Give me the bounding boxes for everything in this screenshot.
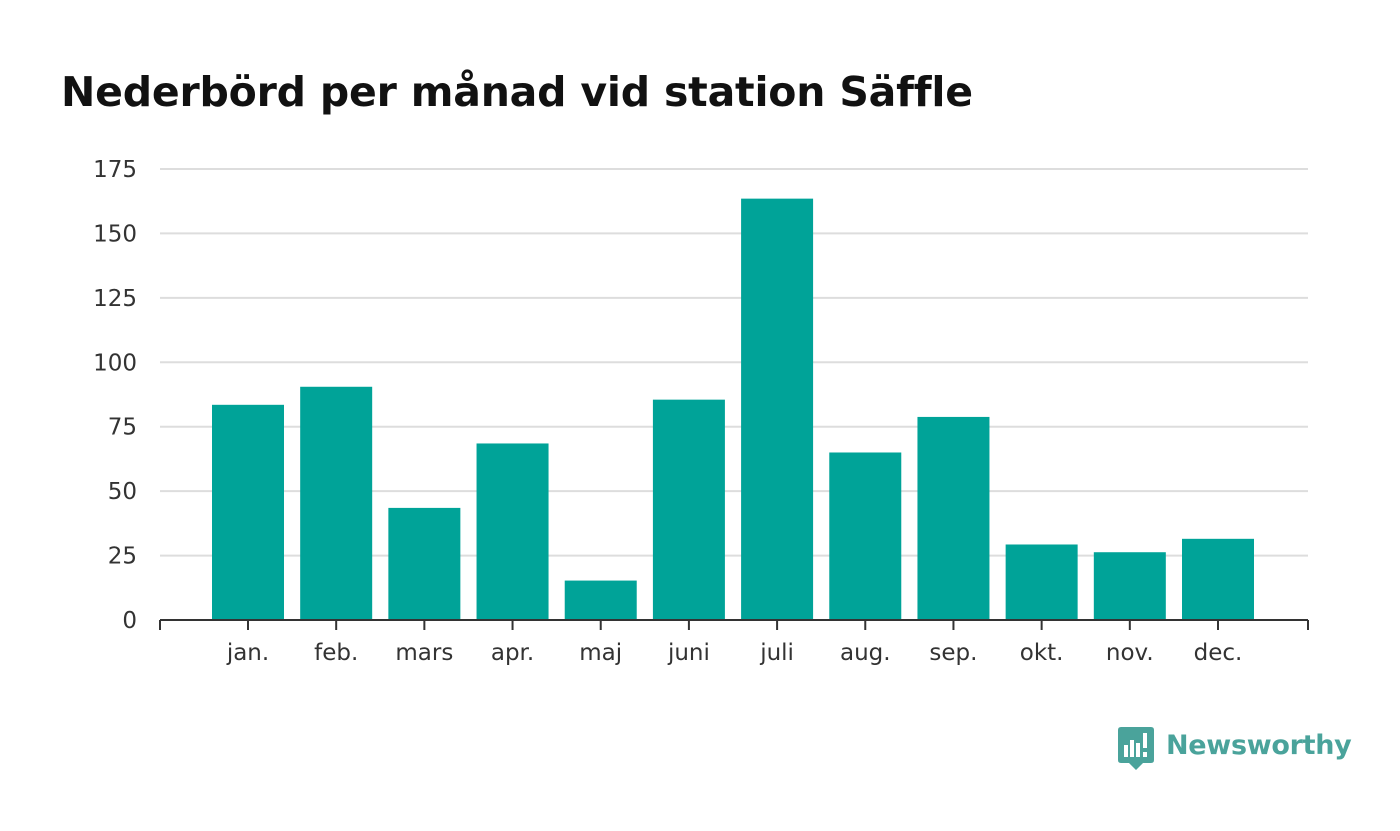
newsworthy-brand: Newsworthy [1118, 727, 1352, 773]
bar-sep [917, 416, 990, 620]
bar-juli [741, 198, 814, 620]
bar-maj [564, 580, 637, 620]
x-tick-label: nov. [1106, 640, 1154, 666]
y-tick-label: 125 [93, 286, 137, 312]
x-tick-label: apr. [491, 640, 534, 666]
y-tick-label: 75 [108, 415, 137, 441]
y-tick-label: 50 [108, 479, 137, 505]
x-tick-label: mars [395, 640, 453, 666]
x-tick-label: juli [759, 640, 794, 666]
brand-name: Newsworthy [1166, 730, 1352, 761]
x-tick-label: jan. [226, 640, 269, 666]
bar-juni [652, 399, 725, 620]
bar-dec [1182, 538, 1254, 620]
bar-nov [1093, 552, 1166, 620]
chart-title: Nederbörd per månad vid station Säffle [61, 68, 973, 116]
x-tick-label: okt. [1020, 640, 1064, 666]
newsworthy-logo-icon [1118, 727, 1154, 770]
x-tick-label: aug. [840, 640, 891, 666]
y-tick-label: 150 [93, 221, 137, 247]
x-tick-label: juni [667, 640, 710, 666]
y-tick-label: 175 [93, 157, 137, 183]
bars [212, 198, 1254, 620]
x-tick-label: feb. [314, 640, 358, 666]
y-tick-label: 25 [108, 544, 137, 570]
bar-apr [476, 443, 549, 620]
x-tick-label: sep. [929, 640, 977, 666]
bar-okt [1005, 544, 1078, 620]
x-tick-label: dec. [1194, 640, 1243, 666]
y-tick-label: 0 [122, 608, 137, 634]
bar-jan [212, 404, 284, 620]
x-axis [159, 619, 1309, 630]
bar-mars [388, 507, 461, 620]
y-tick-label: 100 [93, 350, 137, 376]
x-tick-label: maj [579, 640, 622, 666]
bar-aug [829, 452, 902, 620]
bar-feb [300, 386, 373, 620]
y-axis-ticks: 0 25 50 75 100 125 150 175 [93, 157, 137, 634]
x-axis-ticks: jan. feb. mars apr. maj juni juli aug. sep. okt. n… [226, 620, 1243, 666]
